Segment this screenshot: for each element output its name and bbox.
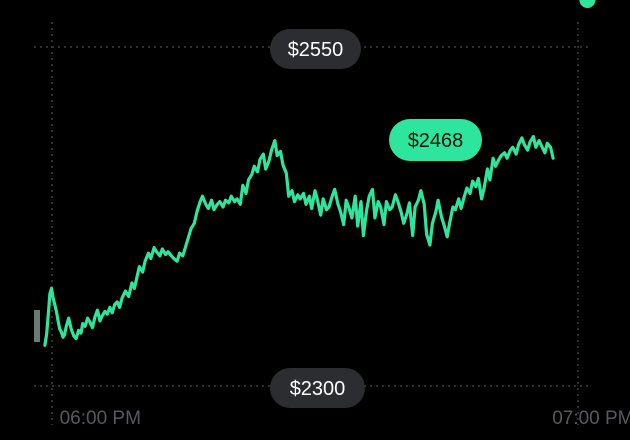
min-price-badge: $2300 — [270, 368, 365, 408]
max-price-badge: $2550 — [270, 29, 361, 69]
x-tick-label: 07:00 PM — [552, 408, 630, 429]
x-tick-label: 06:00 PM — [60, 408, 141, 429]
current-value-label: $2468 — [408, 130, 464, 152]
max-price-pill — [270, 29, 361, 69]
series-line — [43, 134, 555, 347]
line-start-marker — [34, 310, 40, 342]
current-value-badge: $2468 — [389, 119, 482, 161]
min-price-label: $2300 — [290, 378, 346, 400]
max-price-label: $2550 — [288, 39, 344, 61]
current-value-pill — [389, 119, 482, 161]
min-price-pill — [270, 368, 365, 408]
current-point-dot — [579, 0, 596, 8]
